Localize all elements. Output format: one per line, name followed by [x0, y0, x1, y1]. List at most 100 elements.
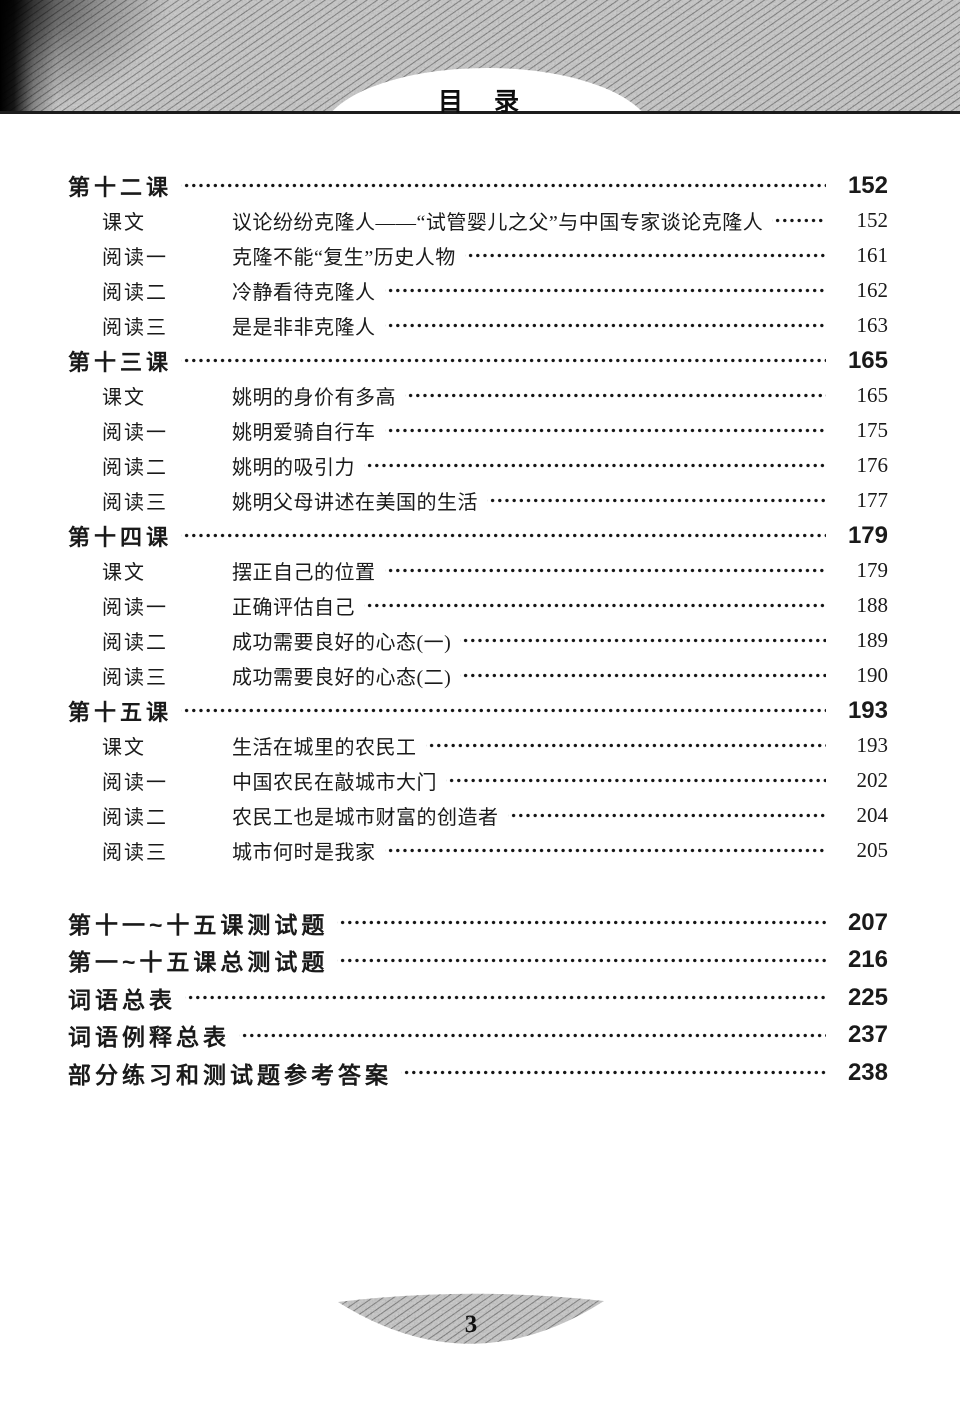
dot-leader	[185, 980, 826, 1016]
dot-leader	[384, 553, 826, 588]
lesson-page-number: 152	[847, 171, 888, 199]
dot-leader	[337, 905, 826, 941]
dot-leader	[405, 378, 826, 413]
entry-page-number: 193	[856, 733, 889, 757]
entry-title: 中国农民在敲城市大门	[232, 772, 437, 794]
entry-page-number: 189	[856, 628, 889, 652]
appendix-row: 词语总表 225	[68, 979, 888, 1017]
entry-title: 姚明的吸引力	[232, 457, 355, 479]
entry-type-label: 阅读二	[102, 807, 168, 829]
entry-title: 摆正自己的位置	[232, 562, 376, 584]
entry-title: 农民工也是城市财富的创造者	[232, 807, 499, 829]
appendix-page-number: 225	[847, 983, 888, 1011]
entry-page-number: 152	[856, 208, 889, 232]
dot-leader	[460, 658, 826, 693]
entry-title: 成功需要良好的心态(一)	[232, 632, 452, 654]
entry-title: 克隆不能“复生”历史人物	[232, 247, 456, 269]
lesson-row: 第十三课 165	[68, 343, 888, 378]
appendix-row: 部分练习和测试题参考答案 238	[68, 1054, 888, 1092]
toc-entry-row: 阅读一 正确评估自己 188	[68, 588, 888, 623]
toc-entry-row: 阅读二 冷静看待克隆人 162	[68, 273, 888, 308]
entry-title: 姚明父母讲述在美国的生活	[232, 492, 478, 514]
entry-type-label: 阅读二	[102, 632, 168, 654]
entry-type-label: 阅读三	[102, 842, 168, 864]
appendix-row: 词语例释总表 237	[68, 1017, 888, 1055]
appendix-row: 第十一~十五课测试题 207	[68, 904, 888, 942]
appendix-page-number: 238	[847, 1058, 888, 1086]
lesson-title: 第十五课	[68, 699, 173, 725]
entry-title: 姚明爱骑自行车	[232, 422, 376, 444]
entry-page-number: 190	[856, 663, 889, 687]
appendix-page-number: 216	[847, 946, 888, 974]
appendix-page-number: 237	[847, 1021, 888, 1049]
entry-title: 冷静看待克隆人	[232, 282, 376, 304]
entry-page-number: 176	[856, 453, 889, 477]
entry-page-number: 161	[856, 243, 889, 267]
entry-page-number: 163	[856, 313, 889, 337]
lesson-title: 第十三课	[68, 349, 173, 375]
dot-leader	[507, 798, 826, 833]
lesson-title: 第十四课	[68, 524, 173, 550]
entry-title: 城市何时是我家	[232, 842, 376, 864]
toc-section: 第十三课 165 课文 姚明的身价有多高 165 阅读一 姚明爱骑自行车 175…	[68, 343, 888, 518]
appendix-row: 第一~十五课总测试题 216	[68, 942, 888, 980]
toc-entry-row: 阅读二 姚明的吸引力 176	[68, 448, 888, 483]
entry-type-label: 课文	[102, 562, 146, 584]
entry-type-label: 阅读一	[102, 422, 168, 444]
footer-page-number: 3	[465, 1311, 478, 1338]
section-entries: 课文 生活在城里的农民工 193 阅读一 中国农民在敲城市大门 202 阅读二 …	[68, 728, 888, 868]
entry-title: 成功需要良好的心态(二)	[232, 667, 452, 689]
entry-type-label: 阅读二	[102, 282, 168, 304]
dot-leader	[239, 1017, 826, 1053]
header-band-texture	[0, 0, 960, 204]
toc-entry-row: 阅读一 中国农民在敲城市大门 202	[68, 763, 888, 798]
entry-type-label: 阅读三	[102, 492, 168, 514]
entry-title: 是是非非克隆人	[232, 317, 376, 339]
dot-leader	[460, 623, 826, 658]
appendix-title: 部分练习和测试题参考答案	[68, 1061, 392, 1088]
section-entries: 课文 姚明的身价有多高 165 阅读一 姚明爱骑自行车 175 阅读二 姚明的吸…	[68, 378, 888, 518]
toc-entry-row: 阅读三 城市何时是我家 205	[68, 833, 888, 868]
entry-title: 生活在城里的农民工	[232, 737, 417, 759]
entry-type-label: 阅读二	[102, 457, 168, 479]
dot-leader	[364, 448, 826, 483]
lesson-page-number: 179	[847, 521, 888, 549]
lesson-row: 第十五课 193	[68, 693, 888, 728]
entry-type-label: 课文	[102, 212, 146, 234]
toc-sections: 第十二课 152 课文 议论纷纷克隆人——“试管婴儿之父”与中国专家谈论克隆人 …	[68, 168, 888, 868]
toc-entry-row: 阅读二 成功需要良好的心态(一) 189	[68, 623, 888, 658]
dot-leader	[181, 343, 826, 378]
entry-type-label: 阅读三	[102, 317, 168, 339]
entry-type-label: 阅读一	[102, 247, 168, 269]
toc-entry-row: 阅读三 成功需要良好的心态(二) 190	[68, 658, 888, 693]
dot-leader	[384, 833, 826, 868]
dot-leader	[181, 518, 826, 553]
dot-leader	[401, 1055, 826, 1091]
entry-type-label: 阅读一	[102, 772, 168, 794]
entry-page-number: 202	[856, 768, 889, 792]
appendix-title: 词语总表	[68, 986, 176, 1013]
table-of-contents: 第十二课 152 课文 议论纷纷克隆人——“试管婴儿之父”与中国专家谈论克隆人 …	[68, 168, 888, 1092]
section-entries: 课文 议论纷纷克隆人——“试管婴儿之父”与中国专家谈论克隆人 152 阅读一 克…	[68, 203, 888, 343]
dot-leader	[464, 238, 826, 273]
toc-entry-row: 阅读三 姚明父母讲述在美国的生活 177	[68, 483, 888, 518]
dot-leader	[425, 728, 826, 763]
toc-section: 第十四课 179 课文 摆正自己的位置 179 阅读一 正确评估自己 188 阅…	[68, 518, 888, 693]
dot-leader	[337, 942, 826, 978]
entry-page-number: 205	[856, 838, 889, 862]
section-entries: 课文 摆正自己的位置 179 阅读一 正确评估自己 188 阅读二 成功需要良好…	[68, 553, 888, 693]
lesson-row: 第十四课 179	[68, 518, 888, 553]
entry-type-label: 阅读三	[102, 667, 168, 689]
page-title: 目 录	[437, 88, 522, 116]
appendix-title: 词语例释总表	[68, 1024, 230, 1051]
entry-page-number: 177	[856, 488, 889, 512]
dot-leader	[364, 588, 826, 623]
toc-entry-row: 阅读一 姚明爱骑自行车 175	[68, 413, 888, 448]
entry-page-number: 162	[856, 278, 889, 302]
entry-page-number: 204	[856, 803, 889, 827]
dot-leader	[772, 203, 826, 238]
entry-type-label: 课文	[102, 737, 146, 759]
toc-appendix: 第十一~十五课测试题 207 第一~十五课总测试题 216 词语总表 225 词…	[68, 904, 888, 1092]
dot-leader	[487, 483, 826, 518]
toc-entry-row: 课文 摆正自己的位置 179	[68, 553, 888, 588]
